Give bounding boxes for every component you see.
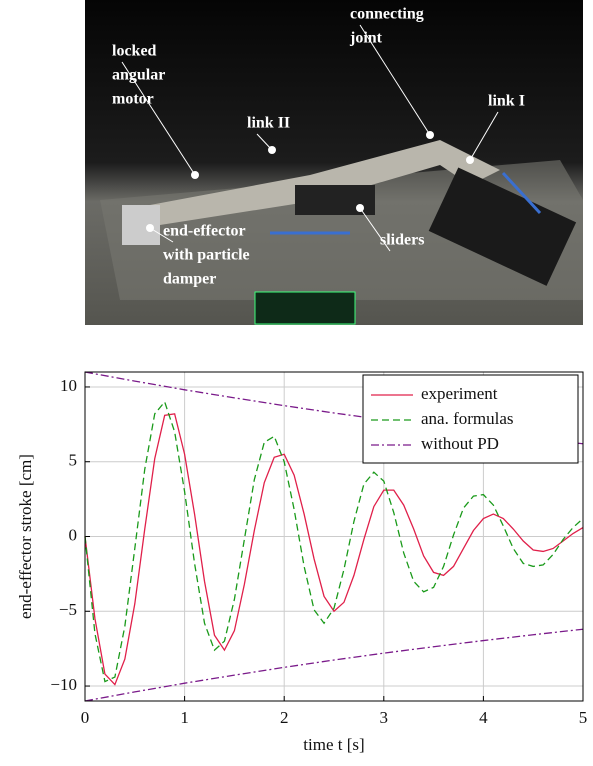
plot: −10 −5 0 5 10 0 1 2 3 4 5 time t [s] end-effector st… bbox=[16, 371, 588, 754]
end-effector bbox=[122, 205, 160, 245]
series-line bbox=[84, 413, 584, 686]
pointer-dot bbox=[268, 146, 276, 154]
pointer-line bbox=[469, 111, 499, 161]
y-axis-label: end-effector stroke [cm] bbox=[16, 454, 35, 619]
x-tick-label: 3 bbox=[380, 708, 389, 727]
photo-label: angular bbox=[112, 67, 165, 84]
photo bbox=[85, 0, 583, 325]
pointer-dot bbox=[466, 156, 474, 164]
legend-label: ana. formulas bbox=[421, 409, 514, 428]
photo-label: connecting bbox=[350, 6, 424, 23]
x-tick-label: 4 bbox=[479, 708, 488, 727]
y-tick-label: −5 bbox=[59, 600, 77, 619]
x-tick-label: 2 bbox=[280, 708, 289, 727]
photo-label: locked bbox=[112, 43, 157, 60]
series-line bbox=[84, 400, 584, 683]
photo-label: link II bbox=[247, 115, 290, 132]
y-tick-label: −10 bbox=[50, 675, 77, 694]
pointer-dot bbox=[146, 224, 154, 232]
photo-label: link I bbox=[488, 93, 525, 110]
photo-label: with particle bbox=[163, 247, 250, 264]
plot-frame bbox=[84, 371, 584, 702]
pointer-dot bbox=[191, 171, 199, 179]
photo-label: damper bbox=[163, 271, 216, 288]
pointer-dot bbox=[426, 131, 434, 139]
arm bbox=[150, 140, 500, 225]
pointer-line bbox=[149, 227, 174, 243]
legend-box bbox=[362, 374, 579, 464]
pointer-line bbox=[121, 61, 196, 176]
photo-label: sliders bbox=[380, 232, 424, 249]
x-tick-label: 5 bbox=[579, 708, 588, 727]
pointer-dot bbox=[356, 204, 364, 212]
photo-label: motor bbox=[112, 91, 154, 108]
legend-label: experiment bbox=[421, 384, 498, 403]
arrow bbox=[501, 171, 542, 215]
photo-label: joint bbox=[349, 30, 383, 47]
pointer-line bbox=[359, 24, 431, 136]
y-tick-label: 0 bbox=[69, 525, 78, 544]
x-axis-label: time t [s] bbox=[303, 735, 364, 754]
y-tick-label: 10 bbox=[60, 376, 77, 395]
photo-label: end-effector bbox=[163, 223, 246, 240]
x-tick-label: 1 bbox=[180, 708, 189, 727]
photo-labels: locked angular motor link II connecting joint… bbox=[112, 6, 525, 288]
sign bbox=[254, 291, 356, 325]
legend-label: without PD bbox=[421, 434, 499, 453]
x-tick-label: 0 bbox=[81, 708, 90, 727]
slider bbox=[428, 167, 577, 286]
pointer-line bbox=[359, 207, 391, 252]
y-tick-label: 5 bbox=[69, 451, 78, 470]
